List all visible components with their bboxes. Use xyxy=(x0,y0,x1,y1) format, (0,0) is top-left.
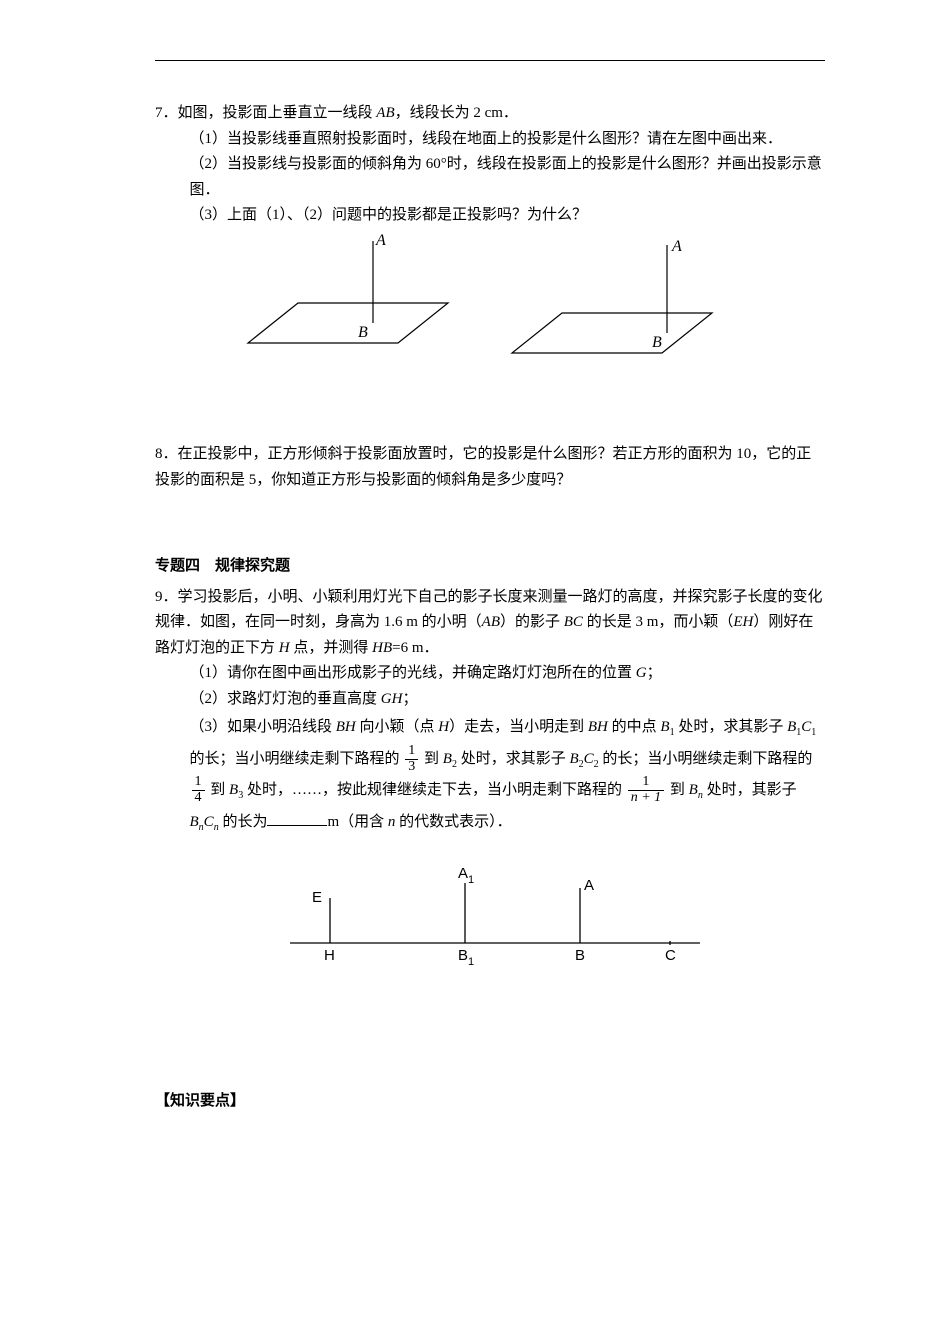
knowledge-points-title: 【知识要点】 xyxy=(155,1088,825,1114)
q9-p3b: 向小颖（点 xyxy=(356,719,439,735)
q7-left-A: A xyxy=(375,233,386,249)
q8-text: 8．在正投影中，正方形倾斜于投影面放置时，它的投影是什么图形？若正方形的面积为 … xyxy=(155,442,825,493)
q9-g: G xyxy=(636,665,647,681)
q9-p1b: ； xyxy=(647,665,662,681)
frac14-num: 1 xyxy=(192,775,205,791)
fracn1-den: n + 1 xyxy=(628,791,664,806)
q7-right-A: A xyxy=(671,238,682,255)
q9-fig-E: E xyxy=(312,889,322,906)
q7-left-B: B xyxy=(358,324,368,341)
q9-b2c2b: C xyxy=(584,751,594,767)
q7-number: 7． xyxy=(155,105,178,121)
q9-bh2: BH xyxy=(588,719,608,735)
q9-fig-A: A xyxy=(584,877,594,894)
q7-figure-left: A B xyxy=(228,233,488,363)
q8-body: 在正投影中，正方形倾斜于投影面放置时，它的投影是什么图形？若正方形的面积为 10… xyxy=(155,446,811,488)
q7-figures: A B A B xyxy=(155,233,825,373)
q9-ab: AB xyxy=(482,614,500,630)
q9-l1e: 点，并测得 xyxy=(290,640,373,656)
q9-p2: （2）求路灯灯泡的垂直高度 GH； xyxy=(155,687,825,713)
q9-p3e: 处时，求其影子 xyxy=(675,719,788,735)
frac13-den: 3 xyxy=(405,760,418,775)
frac-1-4: 14 xyxy=(192,775,205,805)
page: 7．如图，投影面上垂直立一线段 AB，线段长为 2 cm． （1）当投影线垂直照… xyxy=(0,0,950,1153)
q9-p3o: m（用含 xyxy=(327,814,387,830)
q9-bncna: B xyxy=(190,814,199,830)
q9-h2: H xyxy=(438,719,449,735)
q9-bn: B xyxy=(689,782,698,798)
q9-p3l: 到 xyxy=(670,782,689,798)
q9-fig-H: H xyxy=(324,947,335,964)
frac-1-n1: 1n + 1 xyxy=(628,775,664,805)
q9-p2a: （2）求路灯灯泡的垂直高度 xyxy=(190,691,381,707)
q9-p3c: ）走去，当小明走到 xyxy=(449,719,588,735)
q9-hb: HB xyxy=(372,640,392,656)
q9-l1b: ）的影子 xyxy=(500,614,564,630)
q9-p3m: 处时，其影子 xyxy=(703,782,797,798)
q9-b2: B xyxy=(443,751,452,767)
q7-p2: （2）当投影线与投影面的倾斜角为 60°时，线段在投影面上的投影是什么图形？并画… xyxy=(155,152,825,203)
q9-p3k: 处时，……，按此规律继续走下去，当小明走剩下路程的 xyxy=(243,782,622,798)
q9-p3f: 的长；当小明继续走剩下路程的 xyxy=(190,751,400,767)
q9-bc: BC xyxy=(564,614,583,630)
q9-b3: B xyxy=(229,782,238,798)
question-8: 8．在正投影中，正方形倾斜于投影面放置时，它的投影是什么图形？若正方形的面积为 … xyxy=(155,442,825,493)
q9-b2c2a: B xyxy=(569,751,578,767)
frac14-den: 4 xyxy=(192,791,205,806)
q9-fig-C: C xyxy=(665,947,676,964)
question-7: 7．如图，投影面上垂直立一线段 AB，线段长为 2 cm． （1）当投影线垂直照… xyxy=(155,101,825,372)
q9-intro: 9．学习投影后，小明、小颖利用灯光下自己的影子长度来测量一路灯的高度，并探究影子… xyxy=(155,585,825,662)
q9-b1c1b: C xyxy=(801,719,811,735)
q9-p3i: 的长；当小明继续走剩下路程的 xyxy=(599,751,813,767)
q9-bncnb: C xyxy=(204,814,214,830)
q9-p3h: 处时，求其影子 xyxy=(457,751,570,767)
q9-gh: GH xyxy=(381,691,403,707)
q7-p3: （3）上面（1）、（2）问题中的投影都是正投影吗？为什么？ xyxy=(155,203,825,229)
q9-bh: BH xyxy=(336,719,356,735)
q9-p1a: （1）请你在图中画出形成影子的光线，并确定路灯灯泡所在的位置 xyxy=(190,665,636,681)
q9-l1c: 的长是 3 m，而小颖（ xyxy=(583,614,733,630)
q9-b1c1a: B xyxy=(787,719,796,735)
frac13-num: 1 xyxy=(405,744,418,760)
section-4-title: 专题四 规律探究题 xyxy=(155,553,825,579)
q9-p2b: ； xyxy=(402,691,417,707)
q7-text1: 如图，投影面上垂直立一线段 xyxy=(178,105,377,121)
q9-h: H xyxy=(279,640,290,656)
top-rule xyxy=(155,60,825,61)
q7-right-B: B xyxy=(652,334,662,351)
q9-svg: E H A1 B1 A B C xyxy=(270,858,710,968)
q9-b1: B xyxy=(660,719,669,735)
q9-p3j: 到 xyxy=(210,782,229,798)
q9-fig-A1: A1 xyxy=(458,865,474,886)
q8-number: 8． xyxy=(155,446,178,462)
q9-p3p: 的代数式表示）． xyxy=(395,814,511,830)
q7-figure-right: A B xyxy=(492,233,752,363)
question-9: 9．学习投影后，小明、小颖利用灯光下自己的影子长度来测量一路灯的高度，并探究影子… xyxy=(155,585,825,978)
answer-blank xyxy=(267,810,327,826)
q9-p3n: 的长为 xyxy=(219,814,268,830)
q9-p3: （3）如果小明沿线段 BH 向小颖（点 H）走去，当小明走到 BH 的中点 B 1… xyxy=(155,712,825,838)
q9-p3d: 的中点 xyxy=(608,719,661,735)
frac-1-3: 13 xyxy=(405,744,418,774)
q9-figure: E H A1 B1 A B C xyxy=(155,858,825,978)
q7-ab: AB xyxy=(376,105,394,121)
fracn1-num: 1 xyxy=(628,775,664,791)
q7-line1: 7．如图，投影面上垂直立一线段 AB，线段长为 2 cm． xyxy=(155,101,825,127)
q9-eh: EH xyxy=(733,614,753,630)
q9-p3a: （3）如果小明沿线段 xyxy=(190,719,336,735)
q9-l1f: =6 m． xyxy=(392,640,438,656)
q9-fig-B1: B1 xyxy=(458,947,474,968)
q9-b1c1bs: 1 xyxy=(811,727,816,738)
q9-p1: （1）请你在图中画出形成影子的光线，并确定路灯灯泡所在的位置 G； xyxy=(155,661,825,687)
q7-p1: （1）当投影线垂直照射投影面时，线段在地面上的投影是什么图形？请在左图中画出来． xyxy=(155,127,825,153)
q7-text1b: ，线段长为 2 cm． xyxy=(395,105,518,121)
q9-number: 9． xyxy=(155,589,178,605)
q9-p3g: 到 xyxy=(424,751,443,767)
q9-fig-B: B xyxy=(575,947,585,964)
